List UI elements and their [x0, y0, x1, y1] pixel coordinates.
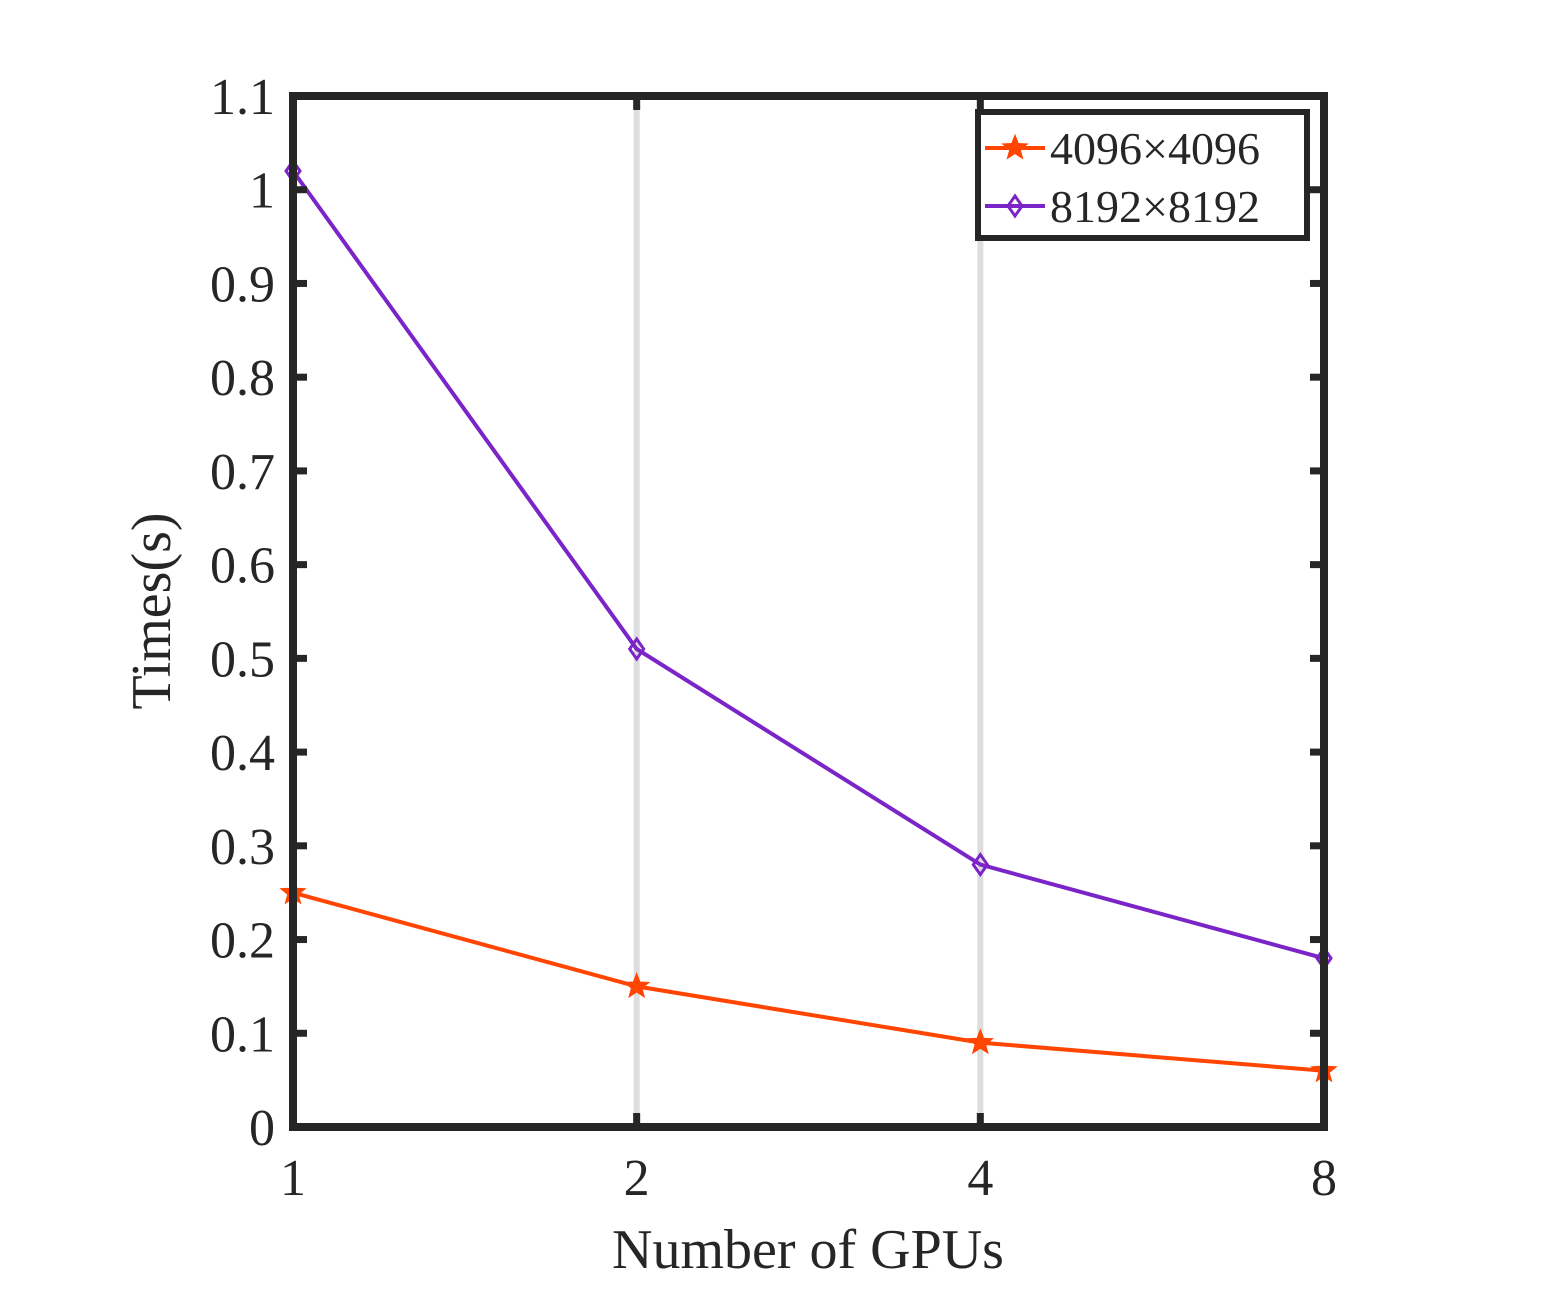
y-tick-label: 0.5 [210, 631, 275, 688]
series-1 [279, 878, 1338, 1083]
legend-marker [1001, 133, 1029, 160]
series-lines [279, 158, 1338, 1083]
y-tick-label: 0 [249, 1100, 275, 1157]
x-tick-label: 1 [280, 1150, 306, 1207]
legend-label: 8192×8192 [1050, 181, 1260, 232]
grid-lines [290, 96, 1327, 1127]
y-tick-labels: 0 0.1 0.2 0.3 0.4 0.5 0.6 0.7 0.8 0.9 1 1.1 [210, 69, 275, 1157]
y-tick-label: 0.8 [210, 350, 275, 407]
y-tick-label: 0.7 [210, 444, 275, 501]
plot-frame [289, 92, 1328, 1131]
data-point [966, 1028, 995, 1055]
y-tick-label: 0.4 [210, 725, 275, 782]
y-axis-label: Times(s) [121, 512, 183, 709]
data-point [971, 851, 990, 878]
x-axis-label: Number of GPUs [612, 1219, 1004, 1281]
legend-box [975, 109, 1310, 241]
series-line [292, 890, 1325, 1073]
legend-item: 4096×4096 [985, 123, 1260, 174]
y-tick-label: 1.1 [210, 69, 275, 126]
y-tick-label: 1 [249, 163, 275, 220]
x-tick-label: 4 [967, 1150, 993, 1207]
series-line [291, 169, 1325, 961]
legend: 4096×4096 8192×8192 [975, 109, 1310, 241]
y-tick-label: 0.1 [210, 1006, 275, 1063]
legend-marker [1006, 193, 1024, 219]
x-tick-label: 8 [1311, 1150, 1337, 1207]
x-tick-label: 2 [624, 1150, 650, 1207]
axis-ticks [289, 92, 1328, 1131]
series-2 [284, 158, 1333, 971]
y-tick-label: 0.2 [210, 913, 275, 970]
legend-label: 4096×4096 [1050, 123, 1260, 174]
y-tick-label: 0.9 [210, 256, 275, 313]
y-tick-label: 0.3 [210, 819, 275, 876]
x-tick-labels: 1 2 4 8 [280, 1150, 1337, 1207]
data-point [627, 636, 646, 662]
y-tick-label: 0.6 [210, 538, 275, 595]
data-point [622, 971, 651, 999]
legend-item: 8192×8192 [985, 181, 1260, 232]
